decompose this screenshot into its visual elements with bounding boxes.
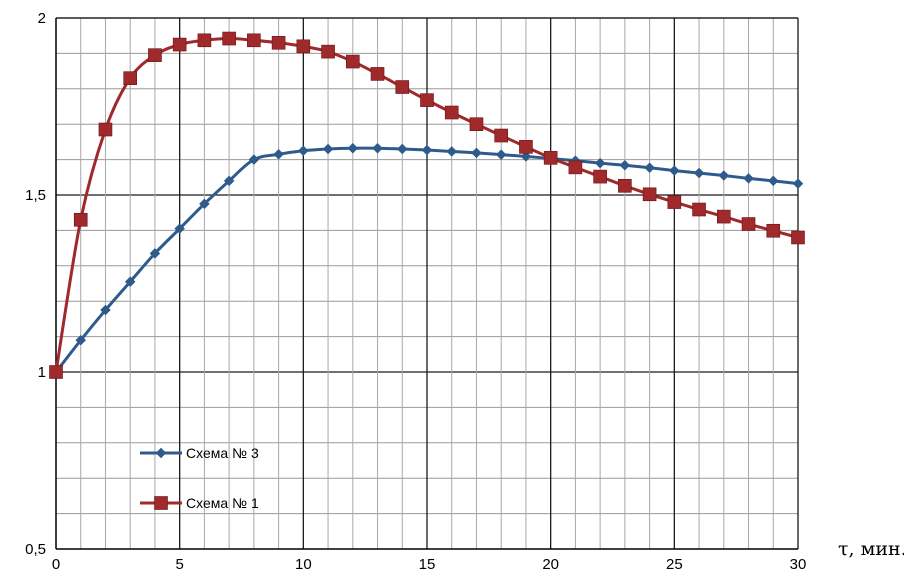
x-axis-label: τ, мин. (838, 538, 904, 560)
data-point (619, 159, 631, 171)
data-point (174, 223, 186, 234)
x-tick-label: 15 (419, 556, 436, 573)
series-2 (49, 31, 805, 379)
x-tick-label: 10 (295, 556, 312, 573)
data-point (767, 175, 779, 187)
data-point (148, 48, 162, 62)
data-point (642, 187, 657, 202)
data-point (743, 173, 754, 184)
data-point (297, 145, 309, 157)
data-point (322, 143, 334, 155)
data-point (568, 160, 583, 175)
y-tick-label: 2 (38, 10, 46, 27)
data-point (741, 217, 756, 231)
data-point (172, 37, 187, 52)
data-point (149, 248, 161, 259)
data-point (792, 178, 804, 190)
data-point (247, 33, 261, 48)
data-point (421, 144, 433, 156)
data-point (271, 35, 286, 50)
data-point (667, 195, 682, 209)
legend: Схема № 3 Схема № 1 (140, 445, 259, 511)
data-point (469, 117, 484, 131)
y-tick-label: 0,5 (25, 541, 46, 558)
data-point (395, 80, 410, 94)
x-tick-label: 0 (52, 556, 60, 573)
y-tick-label: 1,5 (25, 187, 46, 204)
data-point (296, 39, 311, 54)
data-point (791, 230, 805, 245)
x-tick-label: 25 (666, 556, 683, 573)
data-point (396, 143, 408, 155)
data-point (593, 169, 607, 184)
data-point (199, 198, 210, 210)
data-point (693, 167, 705, 179)
data-point (692, 202, 706, 217)
data-point (494, 128, 509, 143)
data-point (273, 148, 284, 160)
data-point (446, 146, 458, 157)
data-point (420, 93, 434, 107)
data-point (223, 175, 235, 187)
legend-label: Схема № 3 (186, 445, 259, 461)
data-point (766, 223, 781, 238)
data-point (519, 140, 533, 154)
data-point (347, 142, 359, 154)
data-point (222, 31, 236, 46)
x-tick-label: 30 (790, 556, 807, 573)
data-point (618, 178, 632, 193)
data-point (345, 54, 360, 69)
data-point (372, 142, 383, 154)
axes (55, 17, 798, 550)
data-point (98, 122, 113, 137)
data-point (594, 157, 606, 169)
data-point (123, 71, 137, 85)
grid (56, 17, 799, 549)
x-tick-label: 20 (542, 556, 559, 573)
legend-item: Схема № 3 (140, 445, 259, 461)
legend-item: Схема № 1 (140, 495, 259, 511)
legend-label: Схема № 1 (186, 495, 259, 511)
data-point (73, 212, 88, 227)
data-point (520, 151, 532, 162)
legend-marker (154, 496, 168, 510)
legend-marker (155, 447, 167, 459)
data-point (495, 149, 507, 160)
tick-labels: 0 5 10 15 20 25 30 0,5 1 1,5 2 (25, 10, 806, 573)
y-tick-label: 1 (38, 364, 46, 381)
data-point (49, 365, 63, 379)
series-layer (49, 31, 805, 379)
data-point (124, 276, 136, 288)
data-point (471, 147, 482, 159)
data-point (543, 151, 558, 165)
x-tick-label: 5 (175, 556, 183, 573)
data-point (444, 105, 459, 120)
data-point (197, 33, 212, 48)
data-point (75, 334, 87, 346)
data-point (370, 67, 385, 81)
data-point (716, 209, 731, 224)
data-point (718, 170, 730, 181)
data-point (644, 162, 655, 174)
data-point (668, 165, 680, 176)
data-point (248, 154, 260, 165)
data-point (100, 304, 111, 316)
data-point (321, 44, 335, 59)
